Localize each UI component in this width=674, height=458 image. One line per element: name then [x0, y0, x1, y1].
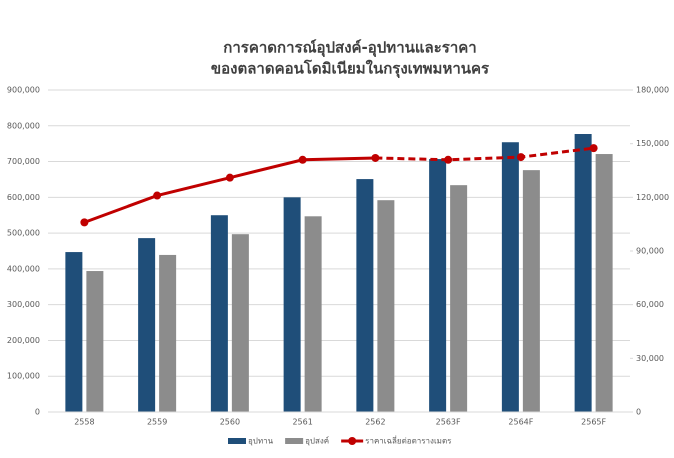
y-tick-label: 400,000	[7, 264, 40, 273]
x-tick-label: 2561	[292, 418, 312, 427]
y-tick-label: 600,000	[7, 193, 40, 202]
legend-swatch	[228, 438, 246, 444]
bar	[304, 216, 322, 412]
y-tick-label: 500,000	[7, 229, 40, 238]
chart-title: ของตลาดคอนโดมิเนียมในกรุงเทพมหานคร	[211, 59, 490, 79]
line-marker	[516, 153, 525, 162]
x-tick-label: 2564F	[508, 418, 533, 427]
line-marker	[589, 144, 598, 153]
line-marker	[153, 191, 162, 200]
legend-label: ราคาเฉลี่ยต่อตารางเมตร	[365, 435, 452, 446]
bar	[377, 200, 395, 412]
bar	[231, 234, 249, 412]
bar	[65, 252, 83, 412]
y-tick-label: 700,000	[7, 157, 40, 166]
x-tick-label: 2563F	[436, 418, 461, 427]
bar	[574, 134, 592, 413]
bar	[522, 170, 540, 412]
legend-label: อุปทาน	[248, 437, 274, 446]
bar	[429, 159, 447, 412]
bar	[501, 142, 519, 413]
line	[83, 156, 376, 224]
legend-label: อุปสงค์	[305, 436, 329, 446]
bar	[450, 185, 468, 412]
y-tick-label: 900,000	[7, 86, 40, 95]
bar	[595, 154, 613, 412]
y-tick-label: 0	[35, 408, 40, 417]
x-tick-label: 2562	[365, 418, 385, 427]
legend-swatch	[285, 438, 304, 444]
x-tick-label: 2559	[147, 418, 167, 427]
y2-tick-label: 60,000	[636, 300, 664, 309]
y-tick-label: 300,000	[7, 300, 40, 309]
y2-tick-label: 30,000	[636, 354, 664, 363]
y2-tick-label: 150,000	[636, 139, 669, 148]
line-marker	[80, 218, 89, 227]
bar	[210, 215, 228, 412]
line-marker	[371, 153, 380, 162]
bar	[159, 254, 177, 412]
y2-tick-label: 180,000	[636, 86, 669, 95]
y2-tick-label: 120,000	[636, 193, 669, 202]
legend-swatch	[348, 437, 357, 445]
y-tick-label: 200,000	[7, 336, 40, 345]
bar	[283, 197, 301, 412]
line	[375, 146, 594, 162]
chart-title: การคาดการณ์อุปสงค์-อุปทานและราคา	[223, 39, 476, 58]
bar	[138, 238, 156, 412]
bar	[86, 271, 104, 412]
bar	[356, 179, 374, 412]
line-marker	[444, 155, 453, 164]
line-marker	[298, 155, 307, 164]
y-tick-label: 100,000	[7, 372, 40, 381]
x-tick-label: 2565F	[581, 418, 606, 427]
x-tick-label: 2560	[220, 418, 240, 427]
y-tick-label: 800,000	[7, 121, 40, 130]
line-marker	[225, 173, 234, 182]
y2-tick-label: 0	[636, 408, 641, 417]
y2-tick-label: 90,000	[636, 247, 664, 256]
x-tick-label: 2558	[74, 418, 94, 427]
